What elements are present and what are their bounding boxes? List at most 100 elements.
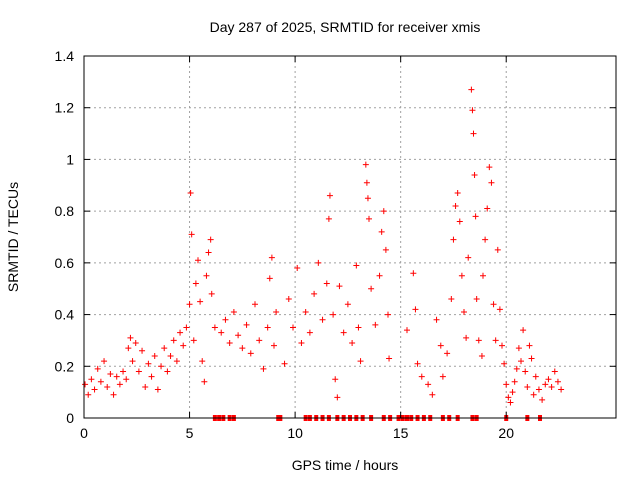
data-point (404, 327, 410, 334)
data-point (192, 280, 199, 287)
data-point (268, 254, 275, 261)
data-point (545, 376, 552, 383)
data-point (188, 231, 195, 238)
data-point (247, 350, 254, 357)
data-point (256, 337, 263, 344)
y-tick-label: 1.4 (55, 48, 75, 64)
data-point (480, 272, 486, 279)
data-point (323, 280, 330, 287)
y-tick-label: 0.8 (55, 203, 75, 219)
data-point (380, 208, 387, 215)
data-point (470, 130, 477, 137)
data-point (264, 324, 271, 331)
x-tick-label: 5 (186, 425, 194, 441)
data-point (386, 355, 393, 362)
data-point (490, 301, 497, 308)
data-point (218, 329, 225, 336)
data-point (503, 381, 510, 388)
data-point (535, 386, 542, 393)
data-point (357, 358, 364, 365)
data-point (319, 316, 326, 323)
data-point (528, 355, 535, 362)
data-point (281, 360, 288, 367)
data-point (252, 301, 258, 308)
y-tick-label: 1 (66, 151, 74, 167)
x-axis-label: GPS time / hours (292, 457, 399, 473)
data-point (513, 365, 520, 372)
data-point (190, 337, 197, 344)
data-point (145, 360, 152, 367)
data-point (211, 324, 218, 331)
data-point (116, 381, 123, 388)
data-point (139, 347, 146, 354)
data-point (325, 215, 332, 222)
data-point (340, 329, 347, 336)
data-point (336, 283, 343, 290)
data-point (201, 378, 208, 385)
data-point (208, 290, 215, 297)
data-point (230, 308, 237, 315)
data-point (355, 324, 362, 331)
x-tick-label: 0 (80, 425, 88, 441)
data-point (469, 107, 476, 114)
data-point (94, 365, 101, 372)
data-point (173, 358, 180, 365)
data-point (558, 386, 565, 393)
data-point (353, 262, 360, 269)
data-point (135, 368, 142, 375)
data-point (520, 327, 527, 334)
data-point (385, 311, 391, 318)
data-point (473, 296, 480, 303)
data-point (454, 190, 461, 197)
data-point (243, 321, 250, 328)
data-point (207, 236, 214, 243)
data-point (110, 391, 117, 398)
data-point (515, 345, 522, 352)
data-point (349, 340, 356, 347)
data-point (107, 371, 114, 378)
data-point (410, 270, 417, 277)
data-point (104, 383, 111, 390)
data-point (378, 228, 385, 235)
data-point (492, 337, 499, 344)
data-point (183, 324, 190, 331)
data-point (294, 265, 301, 272)
data-point (414, 360, 421, 367)
data-point (368, 285, 375, 292)
y-tick-label: 0 (66, 410, 74, 426)
data-point (542, 381, 549, 388)
data-point (167, 352, 174, 359)
data-point (539, 396, 546, 403)
data-point (306, 329, 313, 336)
data-point (364, 195, 371, 202)
data-point (85, 391, 92, 398)
data-point (195, 257, 201, 264)
data-point (203, 272, 210, 279)
data-point (507, 399, 514, 406)
data-point (363, 179, 370, 186)
y-tick-label: 0.6 (55, 255, 75, 271)
y-axis-ticks: 0 0.2 0.4 0.6 0.8 1 1.2 1.4 (55, 48, 616, 426)
x-tick-label: 10 (287, 425, 303, 441)
data-point (266, 275, 273, 282)
data-point (97, 378, 104, 385)
data-point (444, 350, 451, 357)
data-point (132, 340, 139, 347)
data-point (311, 290, 318, 297)
data-point (260, 365, 267, 372)
data-point (458, 272, 465, 279)
y-tick-label: 1.2 (55, 100, 75, 116)
data-point (448, 296, 455, 303)
data-points (82, 86, 565, 406)
data-point (461, 308, 467, 315)
data-point (344, 301, 351, 308)
data-point (452, 202, 459, 209)
data-point (450, 236, 457, 243)
data-point (429, 391, 436, 398)
y-tick-label: 0.4 (55, 307, 75, 323)
data-point (532, 373, 539, 380)
data-point (271, 342, 277, 349)
data-point (526, 342, 533, 349)
data-point (478, 352, 485, 359)
